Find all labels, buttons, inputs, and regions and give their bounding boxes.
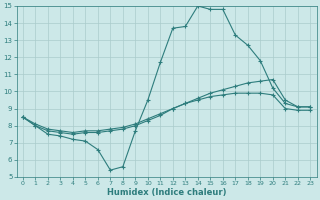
X-axis label: Humidex (Indice chaleur): Humidex (Indice chaleur) xyxy=(107,188,226,197)
